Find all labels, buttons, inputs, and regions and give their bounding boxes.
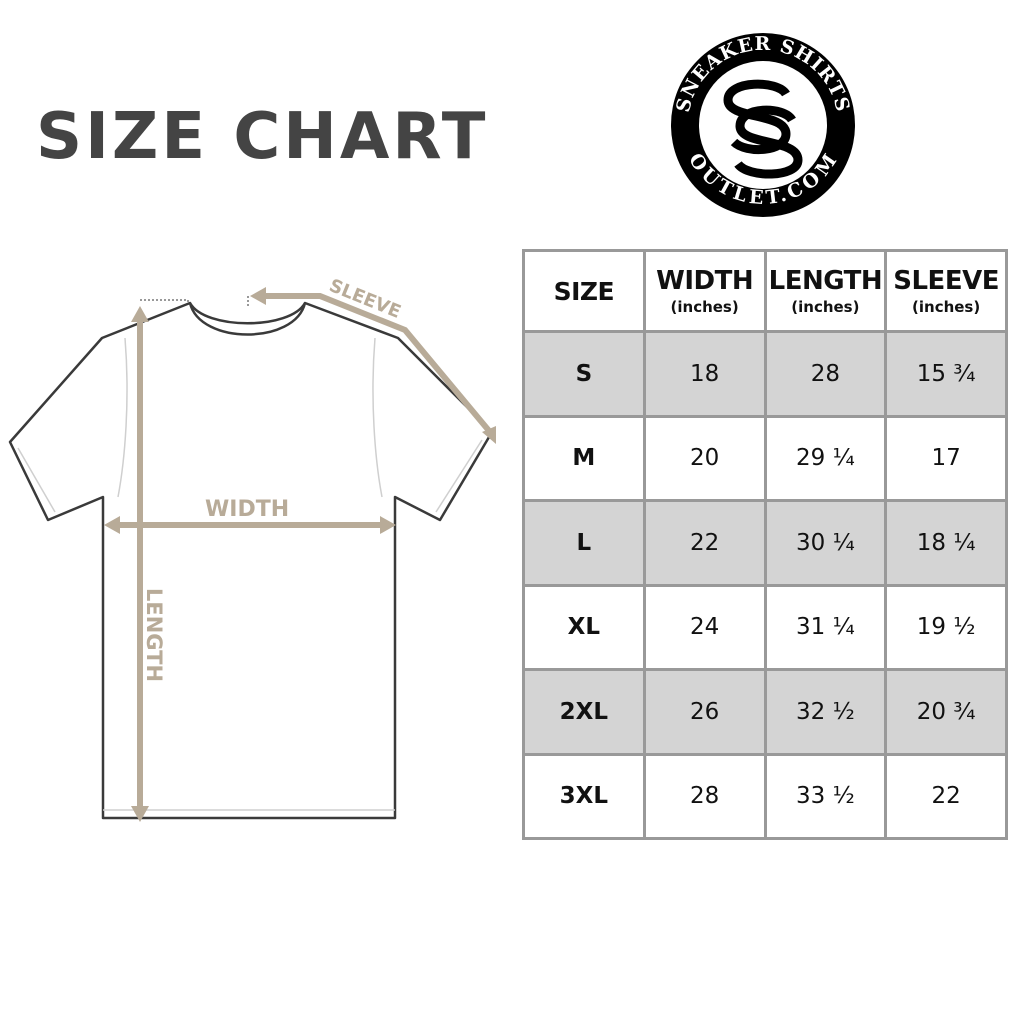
header-width: WIDTH (inches) (642, 249, 767, 333)
width-cell: 26 (642, 668, 767, 756)
table-row: 3XL 28 33 ½ 22 (522, 752, 1008, 840)
header-length: LENGTH (inches) (763, 249, 888, 333)
length-cell: 28 (763, 330, 888, 418)
width-cell: 20 (642, 414, 767, 502)
width-cell: 28 (642, 752, 767, 840)
header-size: SIZE (522, 249, 646, 333)
sleeve-cell: 20 ¾ (884, 668, 1008, 756)
length-cell: 30 ¼ (763, 499, 888, 587)
monogram-icon (723, 79, 803, 179)
sleeve-cell: 15 ¾ (884, 330, 1008, 418)
table-row: L 22 30 ¼ 18 ¼ (522, 499, 1008, 587)
table-header-row: SIZE WIDTH (inches) LENGTH (inches) SLEEVE… (522, 249, 1008, 333)
width-cell: 18 (642, 330, 767, 418)
length-cell: 33 ½ (763, 752, 888, 840)
size-cell: 2XL (522, 668, 646, 756)
sleeve-cell: 17 (884, 414, 1008, 502)
size-cell: S (522, 330, 646, 418)
size-table: SIZE WIDTH (inches) LENGTH (inches) SLEEVE… (522, 249, 1008, 840)
table-row: M 20 29 ¼ 17 (522, 414, 1008, 502)
length-label: LENGTH (142, 588, 166, 682)
tshirt-diagram: WIDTH LENGTH SLEEVE (8, 275, 496, 822)
width-label: WIDTH (205, 497, 289, 522)
table-row: XL 24 31 ¼ 19 ½ (522, 583, 1008, 671)
length-cell: 32 ½ (763, 668, 888, 756)
length-cell: 29 ¼ (763, 414, 888, 502)
table-row: S 18 28 15 ¾ (522, 330, 1008, 418)
size-cell: M (522, 414, 646, 502)
size-cell: L (522, 499, 646, 587)
sleeve-cell: 19 ½ (884, 583, 1008, 671)
width-cell: 24 (642, 583, 767, 671)
table-row: 2XL 26 32 ½ 20 ¾ (522, 668, 1008, 756)
sleeve-cell: 22 (884, 752, 1008, 840)
header-sleeve: SLEEVE (inches) (884, 249, 1008, 333)
size-cell: XL (522, 583, 646, 671)
width-cell: 22 (642, 499, 767, 587)
brand-logo: SNEAKER SHIRTS OUTLET.COM (671, 33, 855, 217)
size-cell: 3XL (522, 752, 646, 840)
length-cell: 31 ¼ (763, 583, 888, 671)
sleeve-cell: 18 ¼ (884, 499, 1008, 587)
page-title: SIZE CHART (36, 100, 489, 174)
sleeve-arrow (259, 293, 493, 435)
